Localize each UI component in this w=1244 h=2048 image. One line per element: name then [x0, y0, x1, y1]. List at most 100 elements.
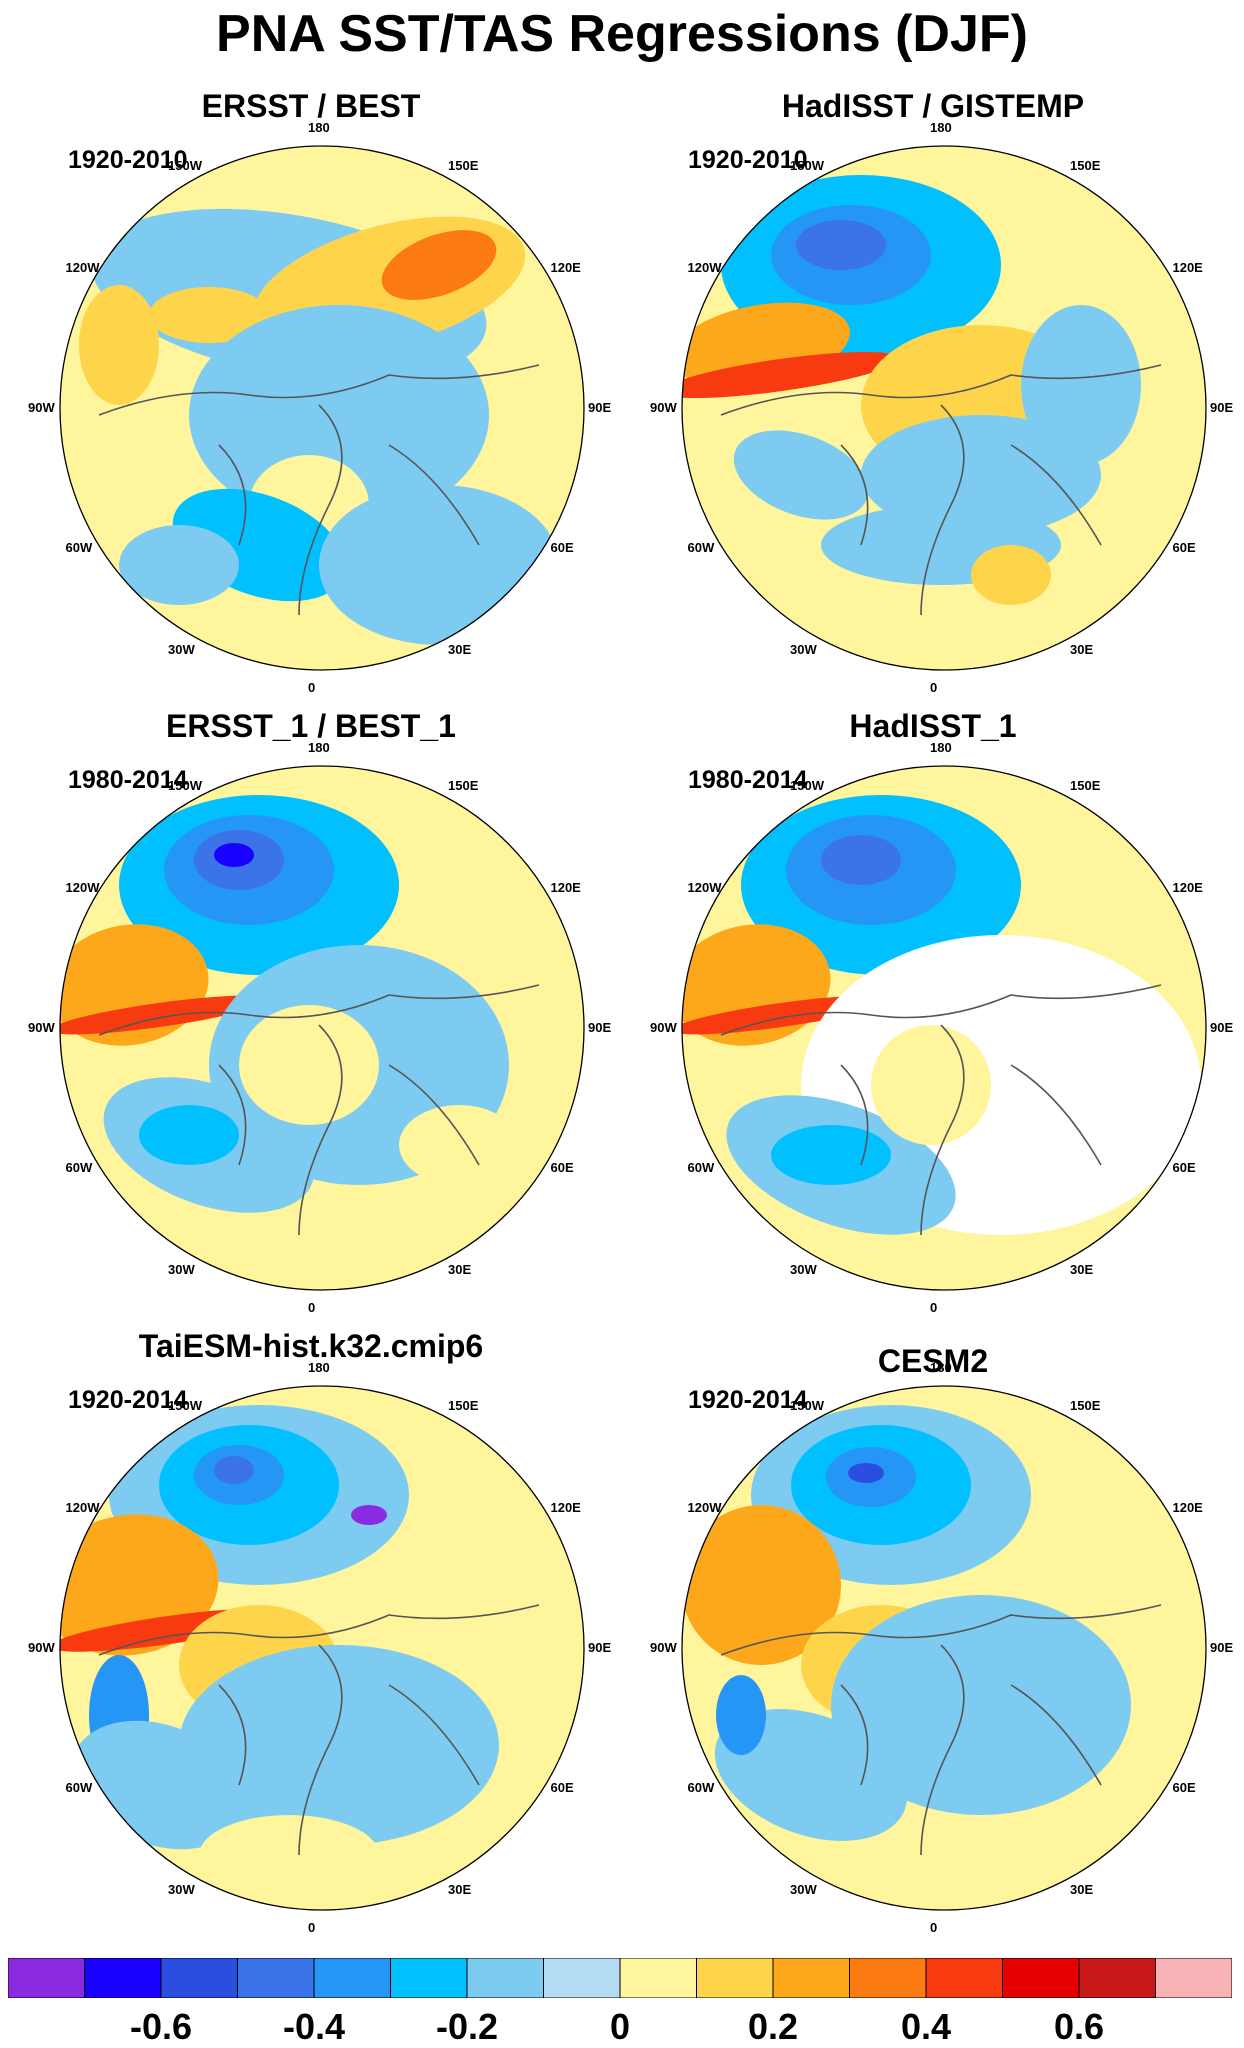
longitude-label: 90W — [650, 1640, 677, 1655]
colorbar — [8, 1958, 1232, 1998]
longitude-label: 30W — [790, 1882, 817, 1898]
anomaly-patch — [60, 995, 268, 1035]
colorbar-swatch — [772, 1958, 850, 1998]
longitude-label: 0 — [930, 680, 938, 695]
longitude-label: 60E — [550, 1160, 574, 1175]
longitude-label: 30W — [168, 642, 195, 658]
longitude-label: 30E — [1070, 1262, 1094, 1278]
longitude-label: 150W — [168, 777, 202, 793]
anomaly-patch — [971, 545, 1051, 605]
map-border — [681, 765, 1207, 1291]
colorbar-tick-label: -0.6 — [129, 2006, 193, 2047]
colorbar-swatch — [1002, 1958, 1080, 1998]
longitude-label: 120E — [550, 260, 581, 275]
longitude-label: 60W — [65, 540, 93, 555]
longitude-label: 60W — [687, 540, 715, 555]
colorbar-swatch — [696, 1958, 774, 1998]
colorbar-swatch — [237, 1958, 315, 1998]
longitude-label: 120W — [687, 880, 722, 895]
panel-period: 1920-2010 — [688, 146, 808, 174]
longitude-label: 30E — [1070, 1882, 1094, 1898]
anomaly-patch — [848, 1463, 884, 1483]
longitude-label: 60E — [1172, 1160, 1196, 1175]
anomaly-patch — [179, 1645, 499, 1845]
anomaly-patch — [771, 1125, 891, 1185]
longitude-label: 60W — [687, 1780, 715, 1795]
coastline — [720, 984, 1162, 1236]
panel-period: 1920-2014 — [68, 1386, 188, 1414]
panel-period: 1980-2014 — [688, 766, 808, 794]
colorbar-swatch — [8, 1958, 85, 1998]
colorbar-swatch — [1078, 1958, 1156, 1998]
longitude-label: 120W — [65, 260, 100, 275]
longitude-label: 30W — [168, 1882, 195, 1898]
longitude-label: 180 — [308, 740, 330, 755]
longitude-label: 90E — [1210, 1020, 1234, 1035]
longitude-label: 60E — [550, 540, 574, 555]
colorbar-swatch — [84, 1958, 162, 1998]
longitude-label: 150W — [168, 1397, 202, 1413]
map-border — [59, 765, 585, 1291]
longitude-label: 30E — [448, 1882, 472, 1898]
map-border — [59, 1385, 585, 1911]
anomaly-patch — [821, 835, 901, 885]
longitude-label: 150E — [448, 777, 479, 793]
longitude-label: 180 — [308, 1360, 330, 1375]
coastline — [98, 1604, 540, 1856]
anomaly-patch — [189, 305, 489, 525]
anomaly-patch — [139, 1105, 239, 1165]
coastline — [720, 364, 1162, 616]
longitude-label: 90E — [1210, 1640, 1234, 1655]
polar-map — [681, 1385, 1207, 1911]
anomaly-patch — [381, 230, 497, 300]
panel-title: ERSST / BEST — [201, 88, 421, 124]
longitude-label: 30E — [448, 1262, 472, 1278]
longitude-label: 60W — [65, 1780, 93, 1795]
colorbar-swatch — [543, 1958, 621, 1998]
longitude-label: 150E — [1070, 157, 1101, 173]
longitude-label: 120E — [1172, 1500, 1203, 1515]
panel-title: TaiESM-hist.k32.cmip6 — [138, 1328, 484, 1364]
colorbar-tick-label: -0.4 — [282, 2006, 346, 2047]
panel-title: CESM2 — [877, 1343, 989, 1379]
coastline — [98, 364, 540, 616]
longitude-label: 60W — [65, 1160, 93, 1175]
colorbar-tick-label: 0 — [609, 2006, 631, 2047]
longitude-label: 90W — [28, 1020, 55, 1035]
colorbar-swatch — [466, 1958, 544, 1998]
longitude-label: 150W — [790, 1397, 824, 1413]
longitude-label: 30E — [1070, 642, 1094, 658]
colorbar-tick-label: 0.2 — [747, 2006, 799, 2047]
anomaly-patch — [79, 285, 159, 405]
colorbar-swatch — [1155, 1958, 1232, 1998]
polar-map — [59, 145, 585, 671]
colorbar-swatch — [390, 1958, 468, 1998]
longitude-label: 120E — [1172, 260, 1203, 275]
anomaly-patch — [149, 287, 269, 343]
panel-period: 1980-2014 — [68, 766, 188, 794]
coastline — [98, 984, 540, 1236]
longitude-label: 60E — [1172, 540, 1196, 555]
anomaly-patch — [399, 1105, 519, 1185]
longitude-label: 30W — [790, 1262, 817, 1278]
longitude-label: 90W — [28, 1640, 55, 1655]
colorbar-swatch — [619, 1958, 697, 1998]
anomaly-patch — [733, 430, 869, 520]
anomaly-patch — [319, 485, 559, 645]
longitude-label: 90E — [588, 1020, 612, 1035]
colorbar-tick-label: -0.2 — [435, 2006, 499, 2047]
polar-map — [681, 145, 1207, 671]
longitude-label: 0 — [308, 680, 316, 695]
map-border — [59, 145, 585, 671]
longitude-label: 120W — [687, 1500, 722, 1515]
longitude-label: 0 — [308, 1300, 316, 1315]
anomaly-patch — [871, 1025, 991, 1145]
anomaly-patch — [682, 1505, 841, 1665]
anomaly-patch — [714, 1709, 908, 1841]
longitude-label: 150W — [790, 157, 824, 173]
longitude-label: 60E — [550, 1780, 574, 1795]
colorbar-tick-label: 0.4 — [900, 2006, 952, 2047]
polar-map — [59, 765, 585, 1291]
longitude-label: 30W — [790, 642, 817, 658]
longitude-label: 180 — [930, 120, 952, 135]
